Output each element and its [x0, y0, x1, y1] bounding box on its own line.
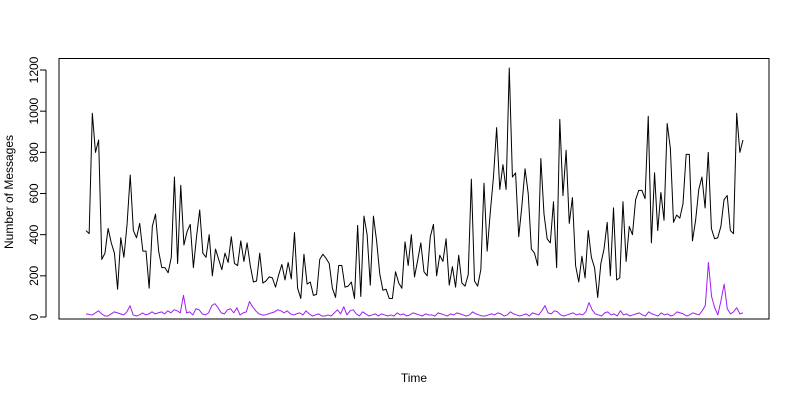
y-tick-label: 0	[27, 313, 41, 320]
y-axis-label: Number of Messages	[2, 135, 16, 249]
y-tick-label: 400	[27, 224, 41, 244]
series-layer	[85, 67, 744, 317]
series-line-2	[85, 261, 744, 317]
x-axis-label: Time	[401, 371, 428, 385]
y-tick-label: 800	[27, 142, 41, 162]
y-tick-label: 1200	[27, 56, 41, 83]
plot-frame	[58, 58, 770, 320]
y-tick-label: 200	[27, 266, 41, 286]
series-line-1	[85, 67, 744, 299]
y-axis: 0 200 400 600 800 1000 1200	[27, 56, 47, 320]
y-tick-label: 600	[27, 183, 41, 203]
y-tick-label: 1000	[27, 97, 41, 124]
